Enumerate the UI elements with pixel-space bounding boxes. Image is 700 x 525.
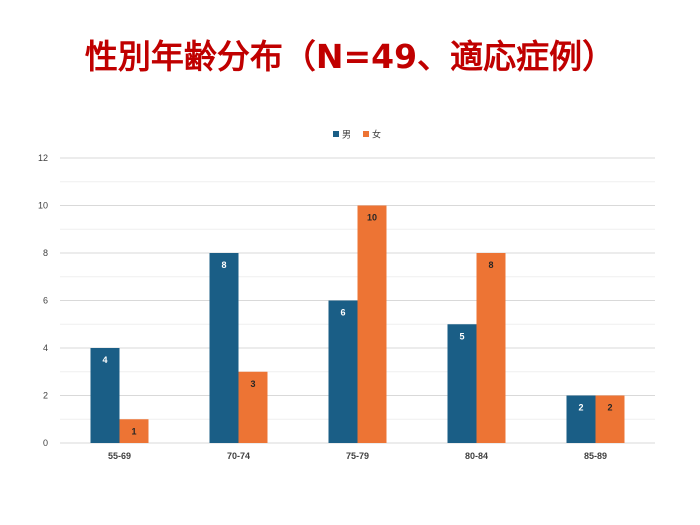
y-tick-label: 8 [43, 248, 48, 258]
legend-label: 女 [372, 129, 381, 141]
legend: 男女 [333, 129, 381, 141]
bar-male-80-84 [447, 324, 477, 443]
legend-swatch [333, 131, 339, 137]
y-axis-ticks: 0 2 4 6 8 10 12 [38, 153, 48, 448]
data-label: 4 [102, 355, 107, 365]
bar-female-55-69 [119, 419, 149, 443]
data-label: 2 [607, 403, 612, 413]
y-tick-label: 10 [38, 201, 48, 211]
bar-male-70-74 [209, 253, 239, 443]
y-tick-label: 12 [38, 153, 48, 163]
data-label: 8 [221, 260, 226, 270]
y-tick-label: 4 [43, 343, 48, 353]
chart-title: 性別年齢分布（N=49、適応症例） [84, 37, 616, 76]
x-tick-label: 80-84 [465, 451, 488, 461]
y-tick-label: 0 [43, 438, 48, 448]
data-label: 10 [367, 213, 377, 223]
x-axis-ticks: 55-69 70-74 75-79 80-84 85-89 [108, 451, 607, 461]
legend-swatch [363, 131, 369, 137]
data-label: 1 [131, 426, 136, 436]
bar-female-80-84 [476, 253, 506, 443]
bar-male-85-89 [566, 395, 596, 443]
y-tick-label: 2 [43, 391, 48, 401]
x-tick-label: 70-74 [227, 451, 250, 461]
y-tick-label: 6 [43, 296, 48, 306]
data-label: 8 [488, 260, 493, 270]
data-label: 5 [459, 331, 464, 341]
x-tick-label: 75-79 [346, 451, 369, 461]
x-tick-label: 55-69 [108, 451, 131, 461]
bar-female-85-89 [595, 395, 625, 443]
legend-label: 男 [342, 130, 351, 141]
bar-male-75-79 [328, 300, 358, 443]
data-label: 6 [340, 308, 345, 318]
x-tick-label: 85-89 [584, 451, 607, 461]
bar-female-70-74 [238, 371, 268, 443]
data-label: 3 [250, 379, 255, 389]
data-labels: 4 1 8 3 6 10 5 8 2 2 [102, 213, 612, 437]
bar-female-75-79 [357, 205, 387, 443]
bar-male-55-69 [90, 348, 120, 443]
bars [90, 205, 625, 443]
data-label: 2 [578, 403, 583, 413]
